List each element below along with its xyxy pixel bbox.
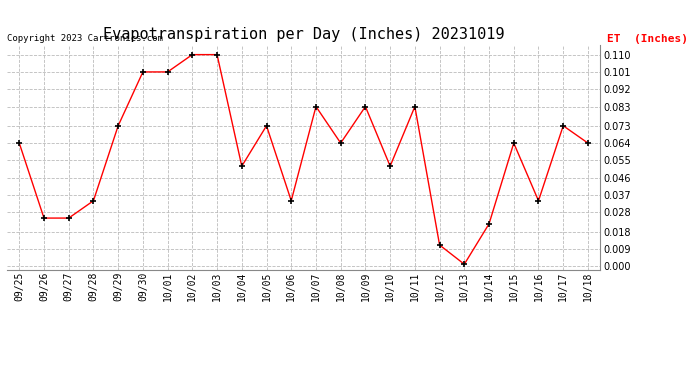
- Text: ET  (Inches): ET (Inches): [607, 34, 688, 44]
- Title: Evapotranspiration per Day (Inches) 20231019: Evapotranspiration per Day (Inches) 2023…: [103, 27, 504, 42]
- Text: Copyright 2023 Cartronics.com: Copyright 2023 Cartronics.com: [7, 34, 163, 43]
